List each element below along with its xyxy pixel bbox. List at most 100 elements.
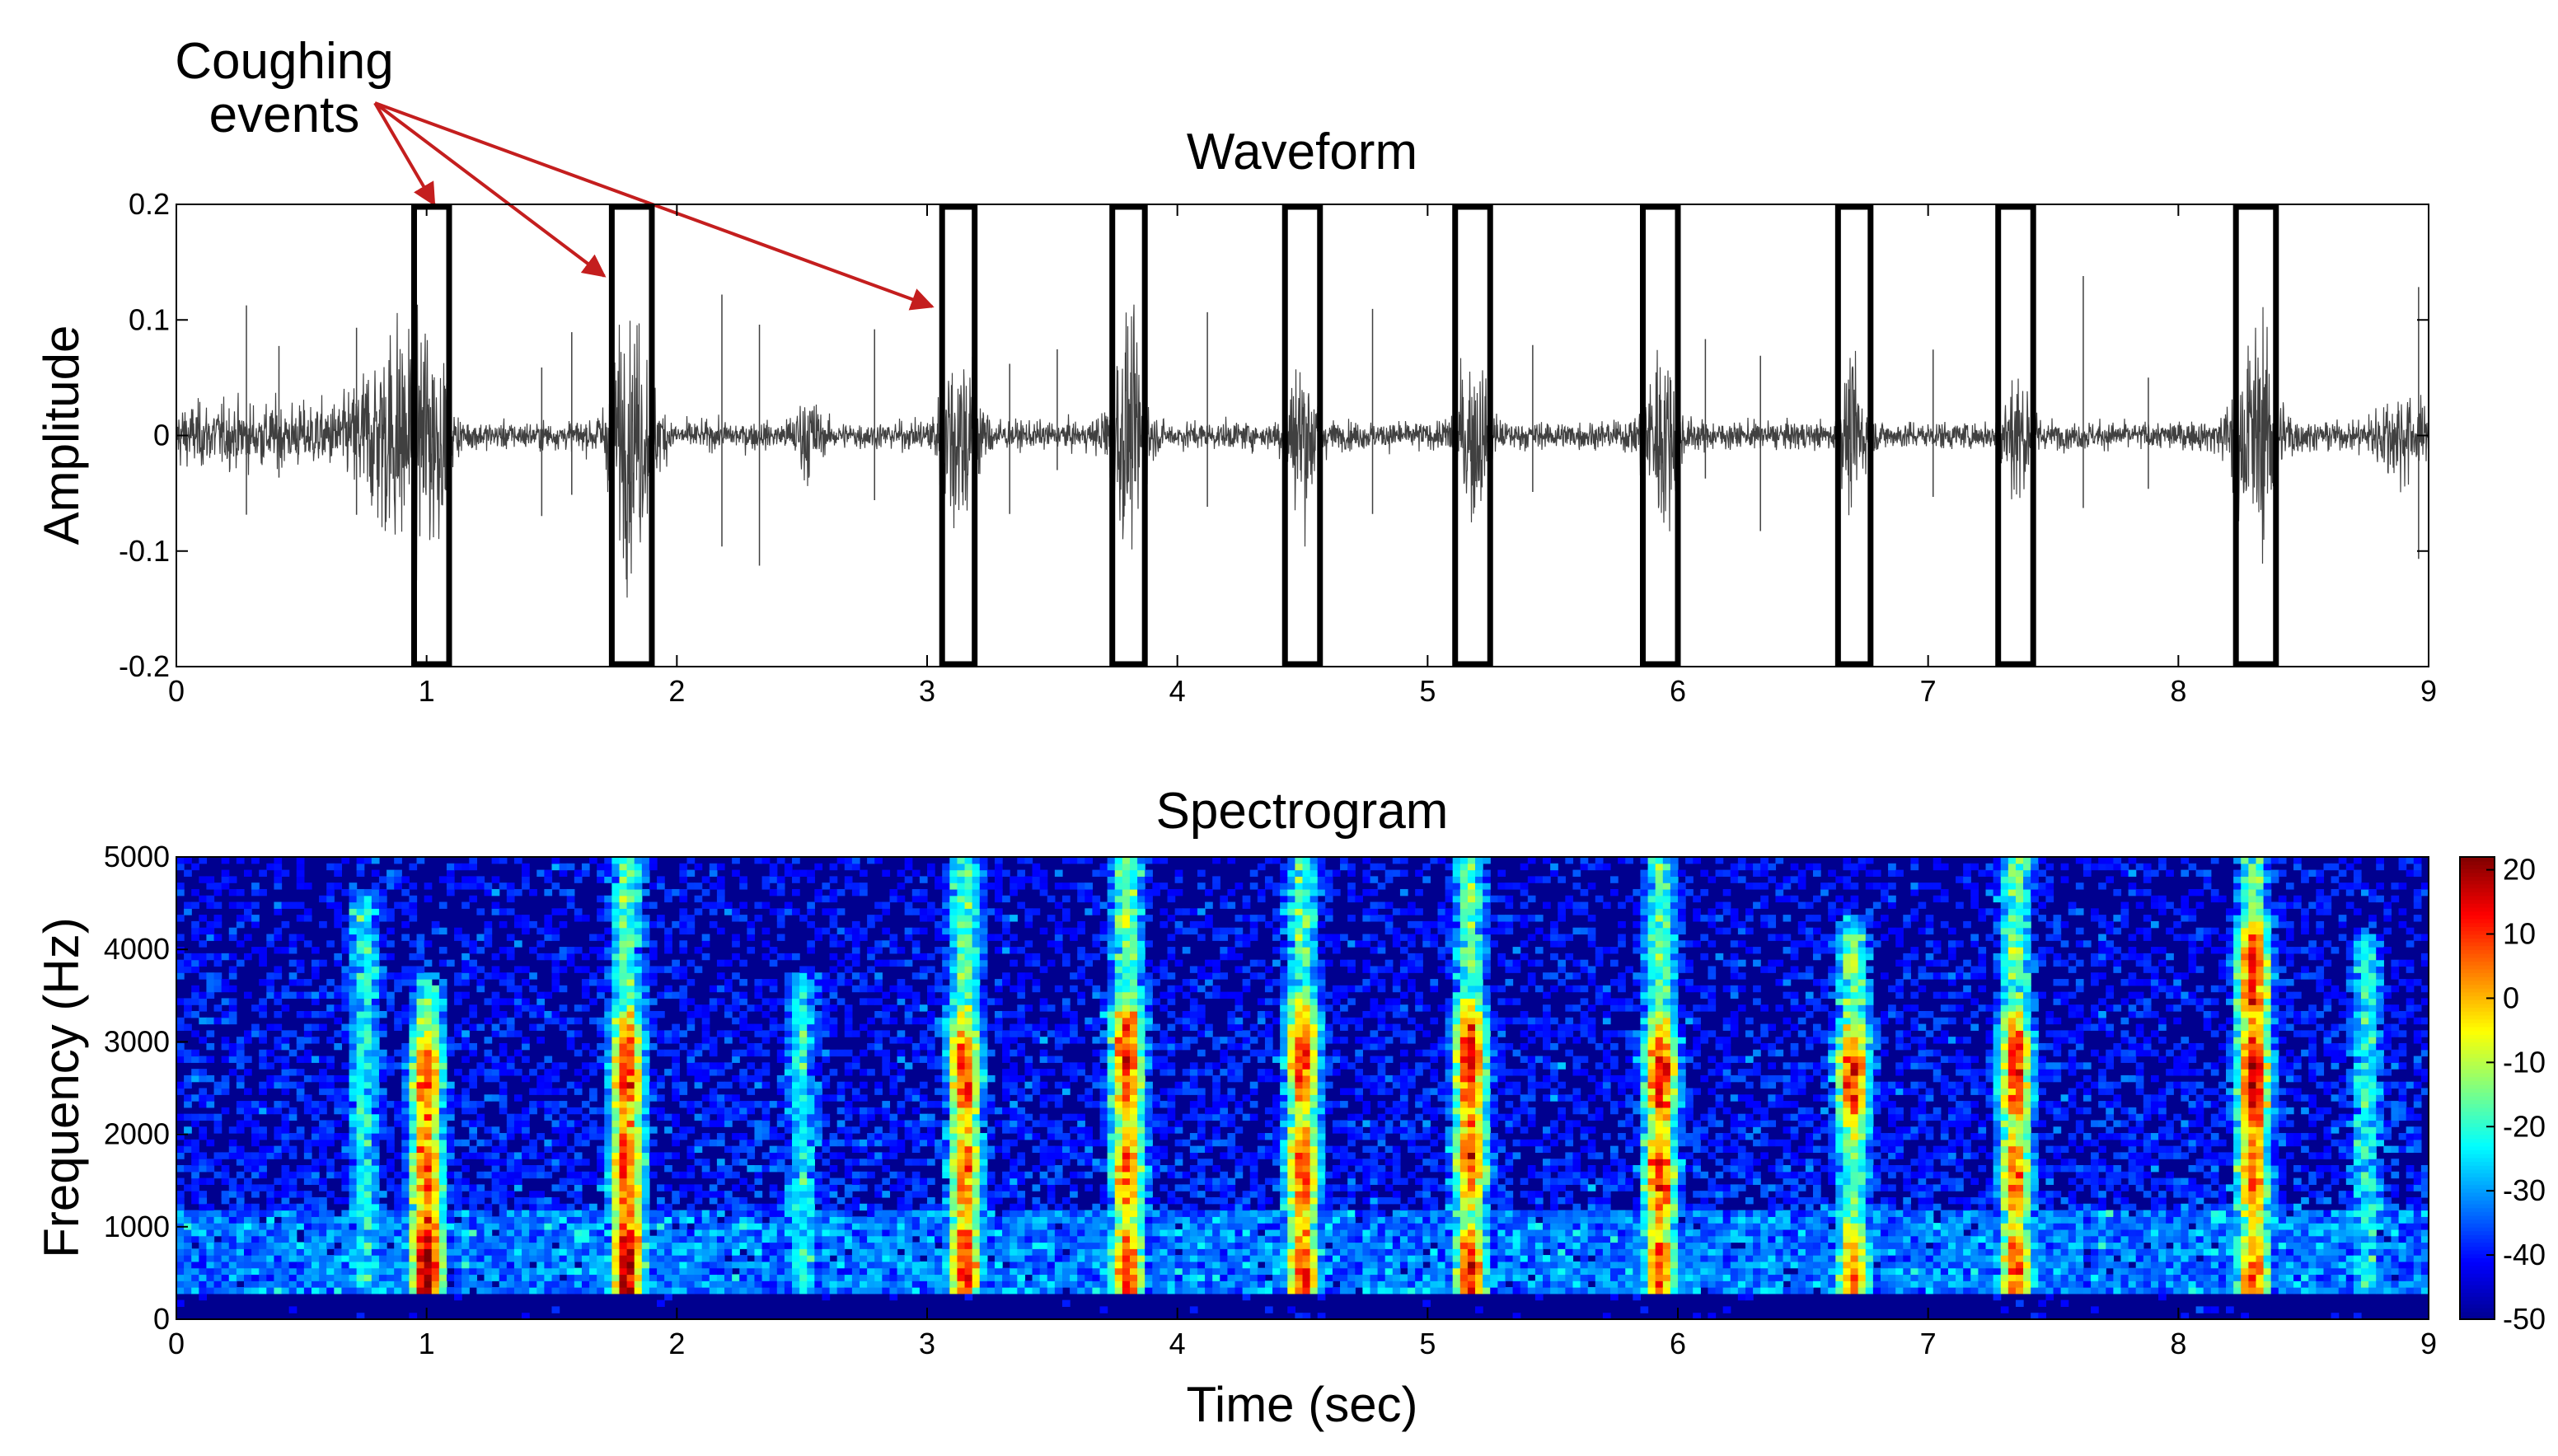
spectrogram-cell (874, 1011, 883, 1018)
spectrogram-cell (551, 959, 560, 967)
spectrogram-cell (619, 1074, 628, 1083)
spectrogram-cell (597, 1165, 605, 1173)
spectrogram-cell (266, 1196, 275, 1205)
spectrogram-cell (243, 1242, 252, 1249)
spectrogram-cell (935, 1017, 943, 1025)
spectrogram-cell (438, 1023, 447, 1031)
spectrogram-cell (957, 1056, 966, 1063)
spectrogram-cell (491, 1165, 500, 1173)
spectrogram-cell (641, 863, 650, 871)
spectrogram-cell (461, 1248, 470, 1256)
spectrogram-cell (303, 1177, 312, 1185)
spectrogram-cell (544, 1107, 553, 1115)
spectrogram-cell (641, 985, 650, 993)
spectrogram-cell (949, 888, 958, 897)
spectrogram-cell (378, 1223, 387, 1230)
spectrogram-cell (176, 857, 185, 864)
spectrogram-cell (559, 1177, 568, 1185)
spectrogram-cell (409, 940, 418, 948)
spectrogram-cell (747, 1203, 756, 1211)
spectrogram-cell (484, 1210, 493, 1217)
spectrogram-cell (716, 1229, 725, 1237)
spectrogram-cell (206, 979, 215, 986)
spectrogram-cell (431, 1049, 440, 1057)
spectrogram-cell (709, 882, 718, 890)
spectrogram-cell (822, 1171, 831, 1179)
spectrogram-cell (754, 1023, 763, 1031)
spectrogram-cell (754, 1274, 763, 1281)
spectrogram-cell (792, 1101, 800, 1108)
spectrogram-cell (416, 1196, 425, 1205)
spectrogram-cell (296, 1280, 305, 1288)
spectrogram-cell (1010, 1191, 1018, 1198)
spectrogram-cell (761, 1261, 771, 1269)
spectrogram-cell (522, 882, 530, 890)
spectrogram-cell (724, 1280, 733, 1288)
spectrogram-cell (266, 1184, 275, 1191)
spectrogram-cell (657, 1113, 665, 1121)
spectrogram-cell (199, 1223, 208, 1230)
spectrogram-cell (641, 1229, 650, 1237)
spectrogram-cell (754, 1030, 763, 1037)
spectrogram-cell (604, 1274, 612, 1281)
spectrogram-cell (319, 1287, 327, 1294)
spectrogram-cell (657, 1074, 665, 1083)
spectrogram-cell (972, 1017, 981, 1025)
spectrogram-cell (732, 915, 740, 922)
spectrogram-cell (589, 1216, 597, 1224)
spectrogram-cell (491, 1145, 500, 1154)
spectrogram-cell (454, 1293, 462, 1301)
spectrogram-cell (326, 1235, 335, 1243)
spectrogram-cell (769, 1101, 778, 1108)
spectrogram-cell (274, 876, 283, 883)
spectrogram-cell (724, 1267, 733, 1276)
spectrogram-cell (341, 1074, 350, 1083)
spectrogram-cell (191, 1094, 199, 1102)
spectrogram-cell (416, 1139, 425, 1147)
spectrogram-cell (964, 1069, 973, 1076)
spectrogram-cell (378, 1126, 387, 1134)
spectrogram-cell (589, 1274, 597, 1281)
spectrogram-cell (1010, 985, 1018, 993)
spectrogram-cell (664, 1049, 672, 1057)
y-tick-label: 0.2 (129, 187, 170, 221)
spectrogram-cell (979, 1165, 988, 1173)
spectrogram-cell (904, 876, 913, 883)
spectrogram-cell (491, 1223, 500, 1230)
spectrogram-cell (431, 1088, 440, 1095)
spectrogram-cell (904, 1229, 913, 1237)
spectrogram-cell (829, 1242, 838, 1249)
spectrogram-cell (641, 1216, 650, 1224)
spectrogram-cell (326, 1120, 335, 1127)
spectrogram-cell (626, 882, 635, 890)
spectrogram-cell (672, 1120, 680, 1127)
spectrogram-cell (769, 1159, 778, 1166)
spectrogram-cell (611, 1049, 621, 1057)
spectrogram-cell (1010, 1062, 1018, 1070)
spectrogram-cell (604, 1280, 612, 1288)
spectrogram-cell (694, 1081, 703, 1089)
spectrogram-cell (964, 1023, 973, 1031)
spectrogram-cell (694, 1049, 703, 1057)
spectrogram-cell (438, 1081, 447, 1089)
spectrogram-cell (724, 1216, 733, 1224)
spectrogram-cell (476, 1062, 485, 1070)
spectrogram-cell (747, 1152, 756, 1159)
spectrogram-cell (619, 1011, 628, 1018)
spectrogram-cell (589, 1287, 597, 1294)
spectrogram-cell (694, 947, 703, 954)
spectrogram-cell (574, 1248, 583, 1256)
spectrogram-cell (664, 1037, 672, 1044)
spectrogram-cell (424, 1255, 433, 1262)
spectrogram-cell (409, 1107, 418, 1115)
spectrogram-cell (454, 1255, 462, 1262)
spectrogram-cell (349, 1030, 358, 1037)
spectrogram-cell (686, 979, 696, 986)
spectrogram-cell (986, 1223, 996, 1230)
spectrogram-cell (657, 1159, 665, 1166)
spectrogram-cell (626, 1004, 635, 1012)
spectrogram-cell (792, 1081, 800, 1089)
spectrogram-cell (829, 934, 838, 941)
spectrogram-cell (904, 1280, 913, 1288)
spectrogram-cell (709, 1210, 718, 1217)
